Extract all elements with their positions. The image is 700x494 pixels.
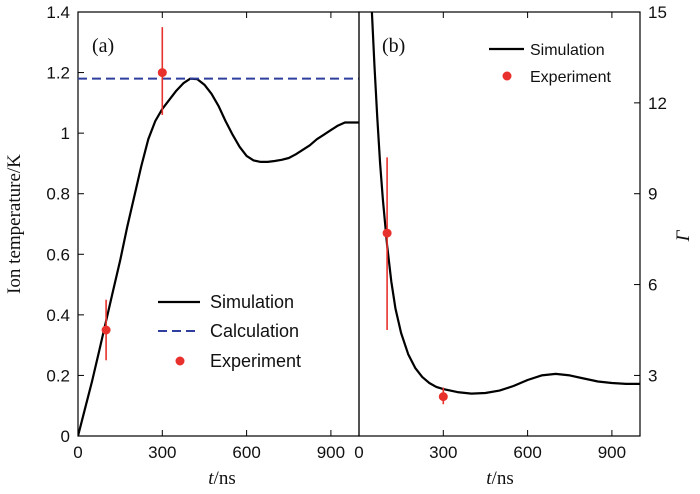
panel-a-series xyxy=(78,27,359,436)
panel-a-y-tick-label-3: 0.6 xyxy=(46,245,70,264)
panel-a-x-tick-label-1: 300 xyxy=(148,443,176,462)
panel-b-legend-exp-marker xyxy=(502,71,512,81)
panel-a-y-tick-label-4: 0.8 xyxy=(46,185,70,204)
panel-b-x-tick-label-3: 900 xyxy=(598,443,626,462)
panel-a-series-simulation-line xyxy=(78,77,359,436)
panel-b-y-axis-title: Γ xyxy=(673,229,694,242)
panel-b-y-tick-label-3: 12 xyxy=(648,94,667,113)
panel-a-legend: Simulation Calculation Experiment xyxy=(158,292,301,371)
panel-a-y-tick-label-6: 1.2 xyxy=(46,64,70,83)
panel-b-x-tick-label-1: 300 xyxy=(429,443,457,462)
panel-a-legend-calc-label: Calculation xyxy=(210,321,299,341)
panel-a-y-tick-label-1: 0.2 xyxy=(46,366,70,385)
panel-b-x-axis-title: t/ns xyxy=(486,468,513,489)
panel-a-y-tick-label-0: 0 xyxy=(61,427,70,446)
panel-b-series-simulation-line xyxy=(370,12,640,395)
panel-a-legend-sim-label: Simulation xyxy=(210,292,294,312)
panel-b-y-tick-label-1: 6 xyxy=(648,276,657,295)
panel-b-legend-exp-label: Experiment xyxy=(530,69,611,86)
panel-b-x-axis-title-t: t xyxy=(486,468,492,489)
panel-a-y-axis-title: Ion temperature/K xyxy=(4,154,25,294)
panel-a-x-axis-title-t: t xyxy=(208,468,214,489)
panel-a-frame xyxy=(77,11,360,437)
panel-a-y-tick-label-7: 1.4 xyxy=(46,3,70,22)
panel-b-ticks: 0 300 600 900 3 6 9 12 15 xyxy=(354,3,667,462)
panel-a-ticks: 0 300 600 900 0 0.2 0.4 0.6 0.8 1 1.2 1.4 xyxy=(46,3,345,462)
panel-a-series-experiment-point-1 xyxy=(157,68,167,78)
panel-a-x-axis-title-unit: /ns xyxy=(214,468,236,489)
panel-a-y-tick-label-2: 0.4 xyxy=(46,306,70,325)
panel-a: 0 300 600 900 0 0.2 0.4 0.6 0.8 1 1.2 1.4 (a) Ion t… xyxy=(4,3,360,489)
panel-b: 0 300 600 900 3 6 9 12 15 (b) Γ t/ns Simulation … xyxy=(354,3,694,489)
panel-b-x-tick-label-2: 600 xyxy=(513,443,541,462)
panel-a-x-axis-title: t/ns xyxy=(208,468,235,489)
panel-a-y-tick-label-5: 1 xyxy=(61,124,70,143)
panel-a-x-tick-label-3: 900 xyxy=(317,443,345,462)
panel-b-series xyxy=(370,12,640,405)
panel-a-legend-exp-label: Experiment xyxy=(210,351,301,371)
panel-b-x-tick-label-0: 0 xyxy=(354,443,363,462)
panel-b-x-axis-title-unit: /ns xyxy=(492,468,514,489)
panel-a-label: (a) xyxy=(92,35,114,57)
panel-b-y-tick-label-4: 15 xyxy=(648,3,667,22)
panel-a-legend-exp-marker xyxy=(175,356,185,366)
panel-b-frame xyxy=(358,11,641,437)
panel-b-series-experiment-point-0 xyxy=(382,228,392,238)
panel-b-label: (b) xyxy=(382,35,405,57)
panel-a-series-experiment-point-0 xyxy=(101,325,111,335)
panel-b-series-experiment-point-1 xyxy=(438,392,448,402)
panel-b-legend: Simulation Experiment xyxy=(489,42,611,86)
panel-a-x-tick-label-0: 0 xyxy=(73,443,82,462)
panel-a-x-tick-label-2: 600 xyxy=(232,443,260,462)
panel-b-legend-sim-label: Simulation xyxy=(530,42,605,59)
panel-b-y-tick-label-2: 9 xyxy=(648,185,657,204)
panel-b-y-tick-label-0: 3 xyxy=(648,366,657,385)
